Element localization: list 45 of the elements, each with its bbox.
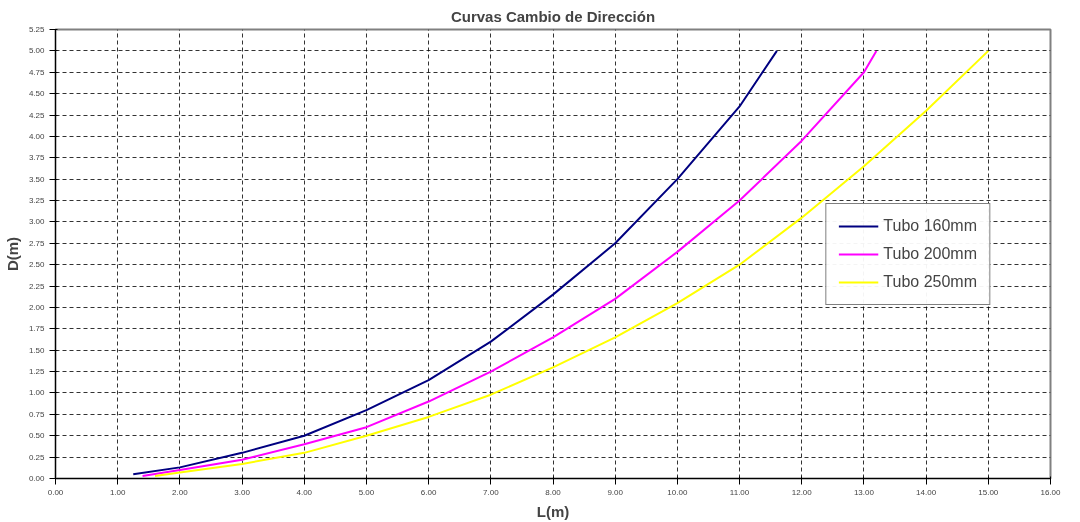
x-tick-label: 9.00 [607, 487, 624, 497]
y-tick-label: 1.00 [28, 388, 46, 398]
x-tick-label: 1.00 [109, 487, 127, 497]
x-tick-label: 2.00 [172, 487, 189, 497]
y-tick-label: 2.75 [28, 238, 46, 248]
y-tick-label: 4.00 [28, 131, 46, 141]
y-tick-label: 1.50 [28, 345, 46, 355]
x-tick-label: 13.00 [853, 487, 875, 497]
y-tick-label: 5.25 [28, 25, 46, 34]
x-tick-label: 11.00 [729, 487, 750, 497]
y-axis-title: D(m) [3, 236, 21, 272]
y-tick-label: 0.25 [28, 452, 46, 462]
legend-label: Tubo 200mm [883, 244, 977, 263]
y-tick-label: 3.75 [28, 153, 46, 163]
y-tick-label: 1.75 [28, 324, 46, 334]
x-tick-label: 16.00 [1040, 487, 1062, 497]
x-tick-label: 14.00 [916, 487, 937, 497]
x-tick-label: 12.00 [791, 487, 813, 497]
x-tick-label: 10.00 [667, 487, 688, 497]
y-tick-label: 2.25 [28, 281, 46, 291]
y-tick-label: 1.25 [28, 367, 46, 377]
y-tick-label: 0.00 [28, 474, 46, 483]
y-tick-label: 0.75 [28, 409, 46, 419]
y-tick-label: 4.75 [28, 67, 46, 77]
legend-label: Tubo 250mm [883, 272, 977, 291]
x-tick-label: 15.00 [978, 487, 999, 497]
x-tick-label: 4.00 [296, 487, 313, 497]
y-tick-label: 2.00 [28, 302, 46, 312]
x-axis-title: L(m) [536, 502, 570, 520]
x-tick-label: 8.00 [545, 487, 562, 497]
x-tick-label: 7.00 [483, 487, 500, 497]
y-tick-label: 4.25 [28, 110, 46, 120]
y-tick-label: 0.50 [28, 431, 46, 441]
y-tick-label: 5.00 [28, 46, 46, 56]
y-tick-label: 3.25 [28, 196, 46, 206]
y-tick-label: 3.00 [28, 217, 46, 227]
x-tick-label: 6.00 [420, 487, 437, 497]
y-tick-label: 2.50 [28, 260, 46, 270]
chart-title: Curvas Cambio de Dirección [450, 7, 656, 25]
y-tick-label: 4.50 [28, 89, 46, 99]
x-tick-label: 5.00 [358, 487, 375, 497]
legend-label: Tubo 160mm [883, 216, 977, 235]
x-tick-label: 0.00 [47, 487, 64, 497]
y-tick-label: 3.50 [28, 174, 46, 184]
x-tick-label: 3.00 [234, 487, 251, 497]
